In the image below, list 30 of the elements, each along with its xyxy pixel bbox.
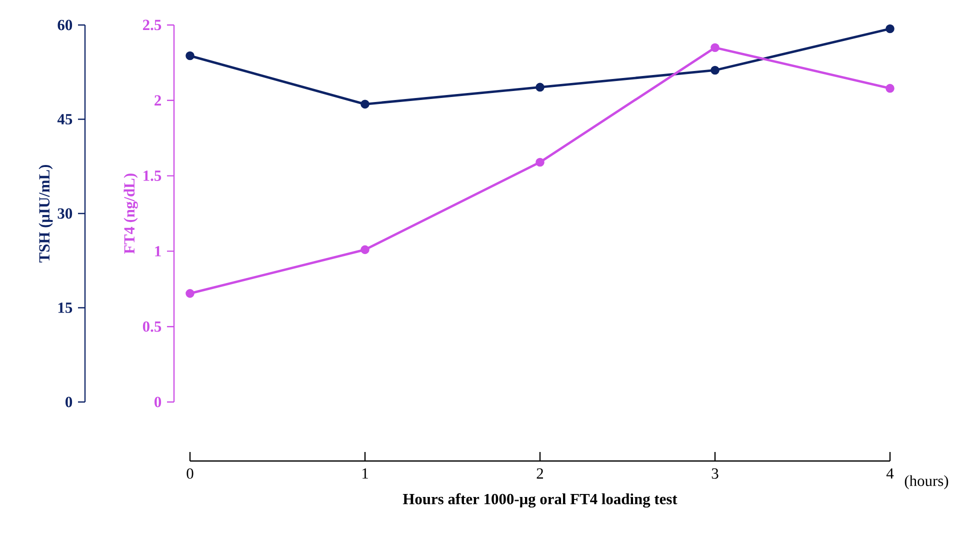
y2-tick-label: 0 bbox=[154, 396, 162, 408]
y-axis-title: TSH (μIU/mL) bbox=[38, 164, 53, 262]
point bbox=[186, 289, 194, 298]
x-tick-label: 2 bbox=[536, 468, 544, 479]
y2-tick-label: 1 bbox=[155, 246, 161, 256]
x-tick-label: 0 bbox=[186, 468, 194, 479]
y-tick-label: 15 bbox=[58, 302, 72, 313]
point bbox=[536, 158, 544, 167]
y-tick-label: 0 bbox=[66, 396, 72, 408]
y2-axis-title: FT4 (ng/dL) bbox=[124, 174, 138, 254]
x-axis-title: Hours after 1000-μg oral FT4 loading test bbox=[402, 493, 678, 508]
point bbox=[360, 245, 370, 254]
point bbox=[886, 24, 894, 34]
y2-tick-label: 2.5 bbox=[142, 20, 162, 30]
x-tick-label: 1 bbox=[362, 468, 368, 479]
point bbox=[536, 82, 544, 92]
text: (hours) bbox=[904, 475, 948, 490]
point bbox=[186, 51, 194, 60]
x-tick-label: 4 bbox=[886, 468, 894, 479]
x-tick-label: 3 bbox=[712, 468, 718, 479]
y-tick-label: 30 bbox=[58, 208, 72, 219]
y2-tick-label: 2 bbox=[154, 95, 161, 106]
point bbox=[710, 66, 720, 75]
y2-tick-label: 0.5 bbox=[142, 321, 162, 332]
point bbox=[886, 84, 894, 93]
y-tick-label: 60 bbox=[58, 20, 72, 30]
y-tick-label: 45 bbox=[57, 114, 72, 124]
point bbox=[710, 43, 720, 52]
point bbox=[360, 100, 370, 109]
y2-tick-label: 1.5 bbox=[144, 170, 162, 182]
